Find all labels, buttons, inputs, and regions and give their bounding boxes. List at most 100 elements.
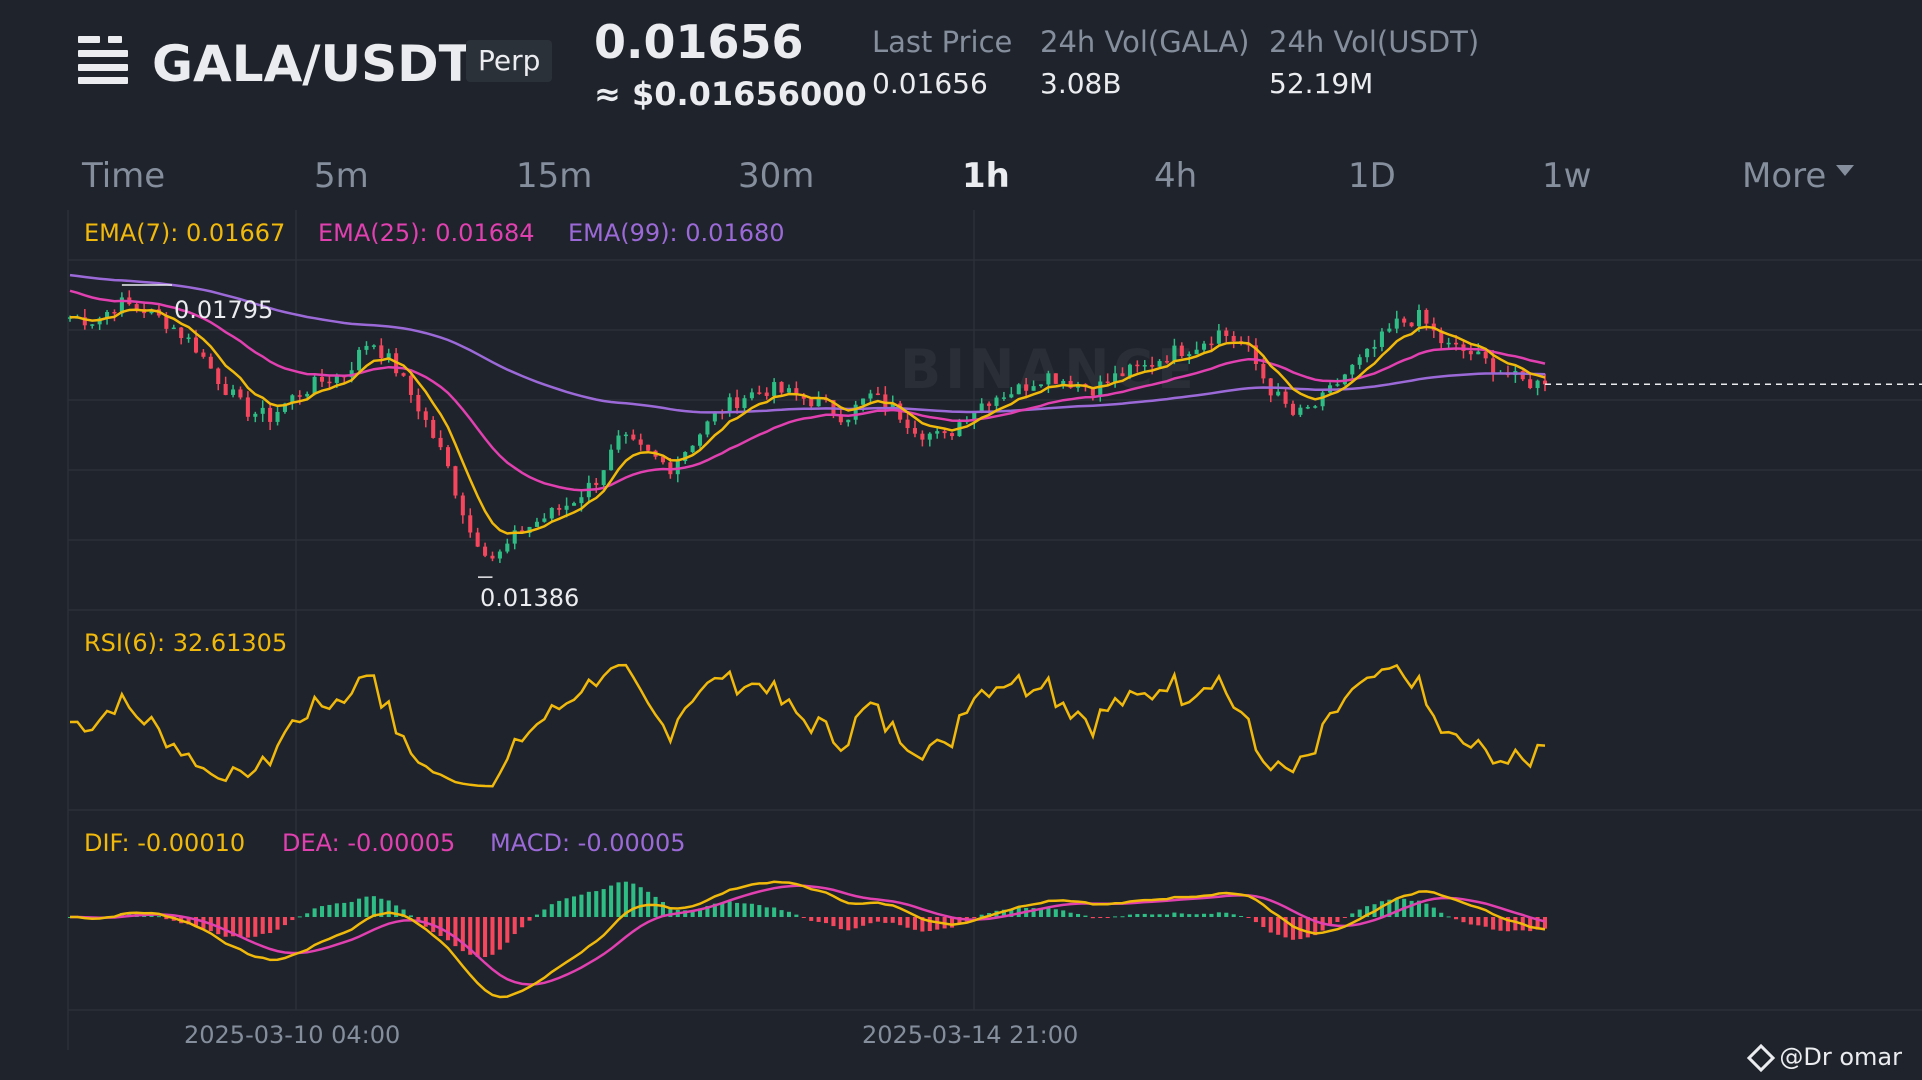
stat-label: 24h Vol(USDT) bbox=[1269, 25, 1480, 59]
candle bbox=[579, 497, 584, 504]
macd-histogram-bar bbox=[801, 917, 806, 918]
caret-down-icon bbox=[1836, 165, 1855, 176]
macd-histogram-bar bbox=[1150, 914, 1155, 917]
macd-histogram-bar bbox=[1357, 909, 1362, 917]
macd-histogram-bar bbox=[972, 917, 977, 919]
macd-histogram-bar bbox=[1194, 914, 1199, 917]
tab-1d[interactable]: 1D bbox=[1348, 156, 1396, 196]
macd-histogram-bar bbox=[164, 917, 169, 920]
macd-histogram-bar bbox=[1046, 907, 1051, 917]
candle bbox=[290, 395, 295, 404]
tab-more[interactable]: More bbox=[1742, 150, 1855, 202]
rsi-legend: RSI(6): 32.61305 bbox=[84, 629, 288, 657]
chart-svg[interactable] bbox=[0, 210, 1922, 1050]
dea-legend: DEA: -0.00005 bbox=[282, 829, 456, 857]
macd-histogram-bar bbox=[253, 917, 258, 937]
tab-more-label: More bbox=[1742, 156, 1827, 196]
symbol-title[interactable]: GALA/USDT bbox=[152, 35, 473, 93]
macd-histogram-bar bbox=[1216, 912, 1221, 917]
candle bbox=[557, 507, 562, 510]
macd-histogram-bar bbox=[594, 891, 599, 917]
macd-histogram-bar bbox=[905, 917, 910, 928]
candle bbox=[505, 543, 510, 552]
macd-histogram-bar bbox=[1491, 917, 1496, 930]
candle bbox=[401, 373, 406, 376]
macd-histogram-bar bbox=[1498, 917, 1503, 931]
candle bbox=[90, 324, 95, 326]
candle bbox=[1491, 358, 1496, 374]
ema99-line bbox=[69, 273, 1546, 414]
candle bbox=[438, 437, 443, 448]
candle bbox=[460, 495, 465, 516]
tab-time[interactable]: Time bbox=[82, 156, 166, 196]
macd-histogram-bar bbox=[838, 917, 843, 930]
tab-30m[interactable]: 30m bbox=[738, 156, 815, 196]
tab-5m[interactable]: 5m bbox=[314, 156, 369, 196]
macd-histogram-bar bbox=[1083, 915, 1088, 917]
macd-histogram-bar bbox=[950, 917, 955, 928]
macd-histogram-bar bbox=[490, 917, 495, 955]
macd-histogram-bar bbox=[1283, 917, 1288, 938]
macd-histogram-bar bbox=[497, 917, 502, 950]
candle bbox=[1476, 351, 1481, 355]
macd-histogram-bar bbox=[868, 917, 873, 924]
macd-histogram-bar bbox=[1113, 916, 1118, 918]
macd-histogram-bar bbox=[564, 898, 569, 917]
macd-histogram-bar bbox=[846, 917, 851, 931]
macd-histogram-bar bbox=[394, 905, 399, 917]
candle bbox=[1038, 384, 1044, 387]
candle bbox=[1224, 330, 1229, 336]
macd-histogram-bar bbox=[1387, 899, 1392, 917]
macd-histogram-bar bbox=[1142, 913, 1147, 917]
macd-histogram-bar bbox=[1127, 914, 1132, 917]
tab-4h[interactable]: 4h bbox=[1154, 156, 1198, 196]
candle bbox=[594, 482, 599, 486]
macd-histogram-bar bbox=[683, 910, 688, 917]
macd-histogram-bar bbox=[275, 917, 280, 930]
candle bbox=[483, 546, 488, 556]
candle bbox=[794, 388, 799, 395]
macd-histogram-bar bbox=[1268, 917, 1273, 933]
macd-histogram-bar bbox=[1313, 917, 1318, 936]
macd-histogram-bar bbox=[1120, 916, 1125, 918]
candle bbox=[1520, 371, 1525, 380]
macd-histogram-bar bbox=[1135, 914, 1140, 917]
macd-histogram-bar bbox=[623, 881, 628, 917]
macd-histogram-bar bbox=[1328, 917, 1333, 926]
candle bbox=[1216, 330, 1221, 344]
macd-histogram-bar bbox=[268, 917, 273, 934]
tab-1w[interactable]: 1w bbox=[1542, 156, 1592, 196]
macd-histogram-bar bbox=[957, 917, 962, 925]
candle bbox=[1350, 364, 1355, 375]
macd-histogram-bar bbox=[1483, 917, 1488, 927]
candle bbox=[512, 530, 517, 544]
macd-histogram-bar bbox=[920, 917, 925, 932]
macd-histogram-bar bbox=[475, 917, 480, 957]
macd-histogram-bar bbox=[1239, 915, 1244, 917]
candle bbox=[238, 389, 243, 398]
macd-histogram-bar bbox=[282, 917, 287, 926]
macd-histogram-bar bbox=[1461, 917, 1466, 923]
macd-histogram-bar bbox=[245, 917, 250, 938]
candle bbox=[327, 381, 332, 384]
tab-1h[interactable]: 1h bbox=[962, 156, 1010, 196]
macd-histogram-bar bbox=[571, 896, 577, 917]
macd-histogram-bar bbox=[1394, 898, 1399, 917]
tab-15m[interactable]: 15m bbox=[516, 156, 593, 196]
candle bbox=[742, 398, 747, 408]
candle bbox=[571, 503, 577, 506]
macd-histogram-bar bbox=[898, 917, 903, 926]
macd-histogram-bar bbox=[697, 908, 703, 917]
macd-histogram-bar bbox=[312, 908, 317, 917]
candle bbox=[164, 315, 169, 329]
macd-histogram-bar bbox=[408, 915, 413, 917]
chart-area[interactable] bbox=[0, 210, 1922, 1050]
macd-histogram-bar bbox=[1409, 900, 1414, 917]
stat-value: 52.19M bbox=[1269, 67, 1374, 100]
menu-icon[interactable] bbox=[78, 36, 128, 84]
candle bbox=[112, 311, 117, 314]
macd-histogram-bar bbox=[720, 903, 725, 917]
candle bbox=[927, 433, 932, 440]
contract-type-badge: Perp bbox=[466, 40, 553, 82]
candle bbox=[171, 327, 176, 330]
